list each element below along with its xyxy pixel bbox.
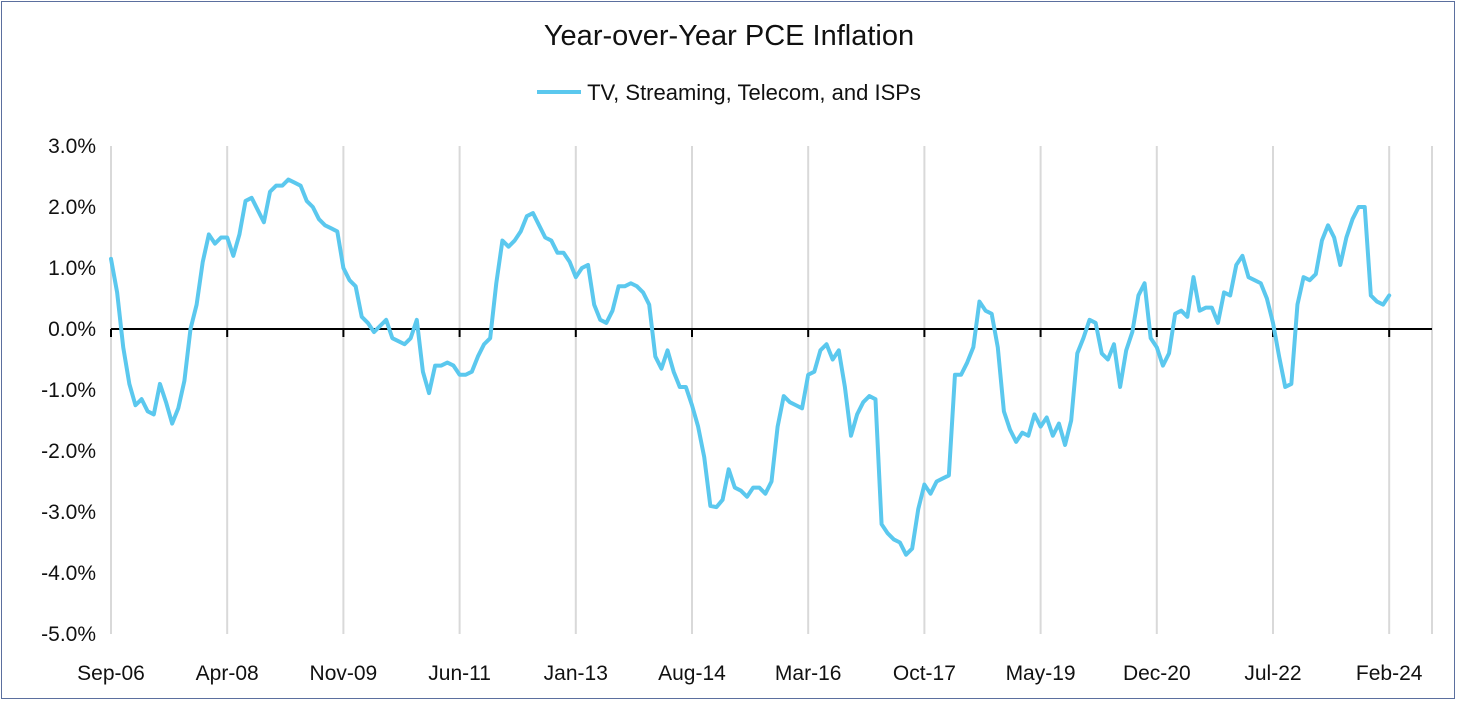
x-axis-tick-labels: Sep-06 Apr-08 Nov-09 Jun-11 Jan-13 Aug-14 Mar-… <box>77 662 1423 685</box>
y-tick-label: 3.0% <box>48 135 96 158</box>
legend: TV, Streaming, Telecom, and ISPs <box>0 80 1458 106</box>
x-tick-label: Aug-14 <box>658 662 726 685</box>
series-line-0 <box>109 177 1392 557</box>
legend-swatch <box>537 90 582 95</box>
x-tick-label: May-19 <box>1006 662 1076 685</box>
x-tick-label: Jan-13 <box>544 662 608 685</box>
zero-line-group <box>110 328 1432 337</box>
chart-title: Year-over-Year PCE Inflation <box>543 20 915 52</box>
y-tick-label: -1.0% <box>41 379 96 402</box>
legend-label: TV, Streaming, Telecom, and ISPs <box>587 80 921 105</box>
y-tick-label: -4.0% <box>41 562 96 585</box>
x-tick-label: Nov-09 <box>310 662 378 685</box>
x-tick-label: Apr-08 <box>196 662 259 685</box>
x-tick-label: Oct-17 <box>893 662 956 685</box>
vertical-gridlines <box>110 146 1433 634</box>
y-tick-label: 1.0% <box>48 257 96 280</box>
y-tick-label: 2.0% <box>48 196 96 219</box>
x-tick-label: Dec-20 <box>1123 662 1191 685</box>
y-tick-label: -3.0% <box>41 501 96 524</box>
series-lines <box>109 177 1392 557</box>
y-tick-label: -5.0% <box>41 623 96 646</box>
x-tick-label: Sep-06 <box>77 662 145 685</box>
y-tick-label: 0.0% <box>48 318 96 341</box>
x-tick-label: Jul-22 <box>1244 662 1301 685</box>
y-tick-label: -2.0% <box>41 440 96 463</box>
x-tick-label: Feb-24 <box>1356 662 1423 685</box>
y-axis-tick-labels: 3.0% 2.0% 1.0% 0.0% -1.0% -2.0% -3.0% -4.0% -5.0… <box>41 135 96 646</box>
x-tick-label: Mar-16 <box>775 662 842 685</box>
x-tick-label: Jun-11 <box>428 662 491 685</box>
